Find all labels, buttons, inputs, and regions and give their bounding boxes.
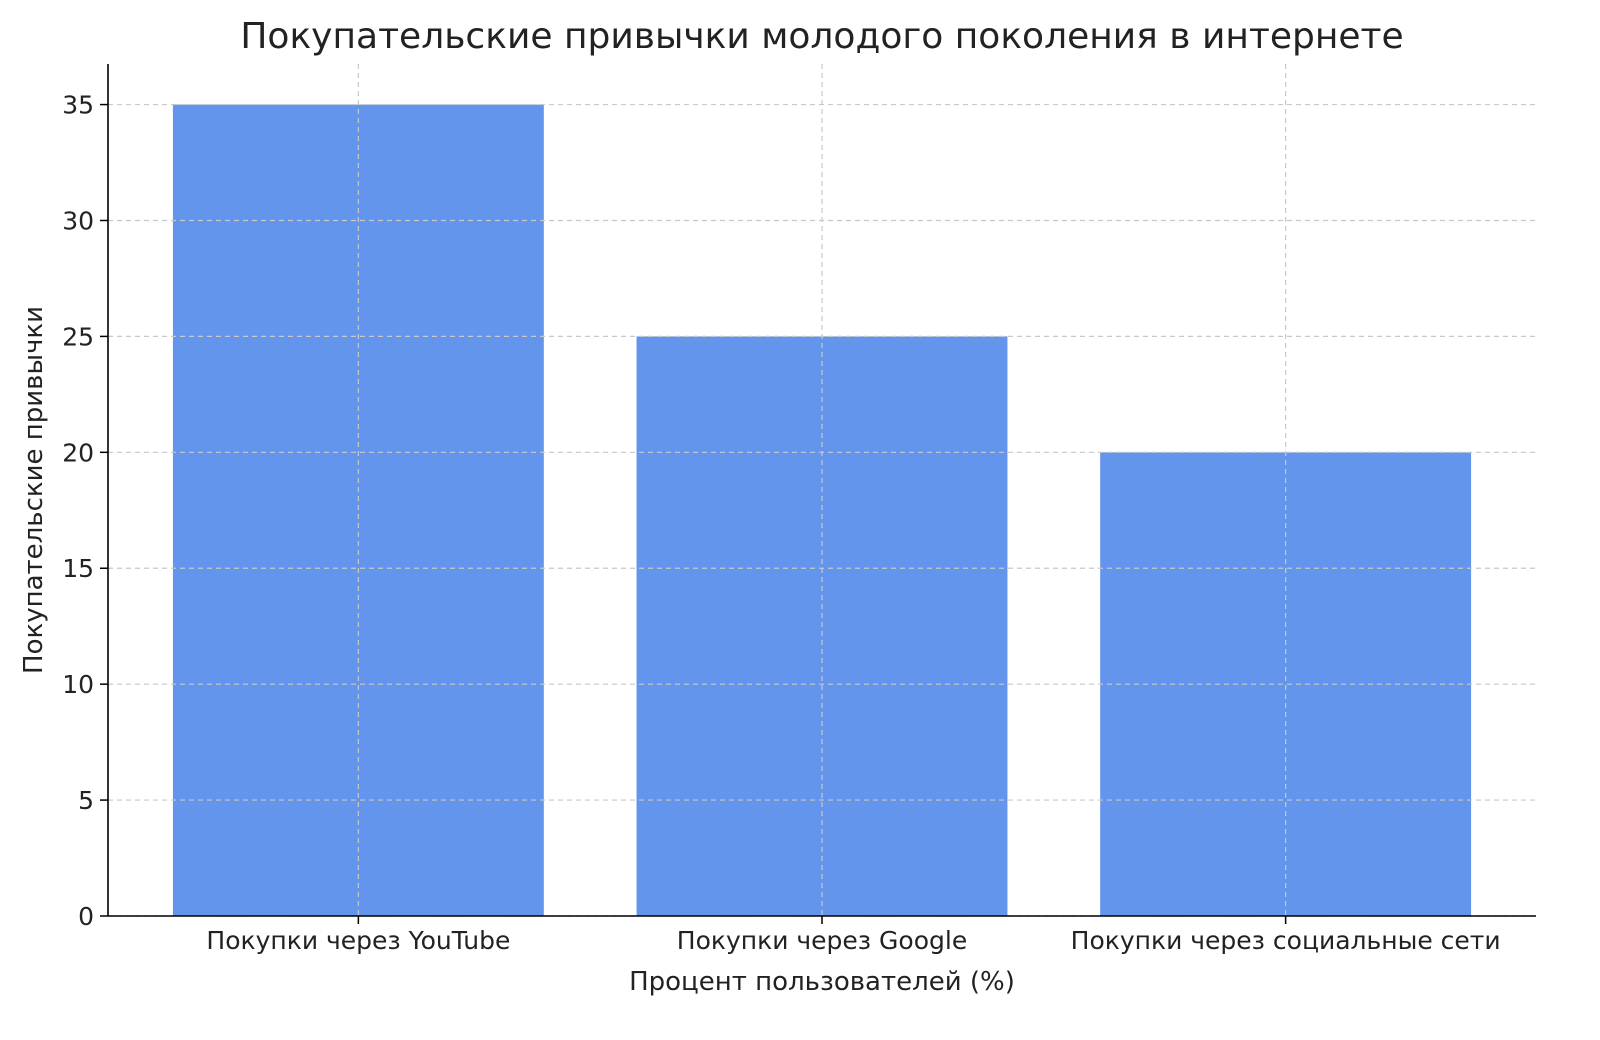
y-tick-label: 25 [62, 322, 94, 351]
y-tick-label: 5 [78, 786, 94, 815]
axes: 0 5 10 15 20 25 30 35 Покупки через YouTube Покуп… [62, 64, 1536, 955]
y-tick-label: 0 [78, 902, 94, 931]
y-tick-label: 15 [62, 554, 94, 583]
y-tick-label: 10 [62, 670, 94, 699]
x-tick-label: Покупки через YouTube [206, 926, 510, 955]
y-axis-label: Покупательские привычки [19, 306, 49, 674]
y-tick-label: 20 [62, 438, 94, 467]
x-tick-label: Покупки через социальные сети [1071, 926, 1501, 955]
x-axis-label: Процент пользователей (%) [629, 967, 1015, 997]
y-tick-label: 30 [62, 206, 94, 235]
y-tick-label: 35 [62, 91, 94, 120]
x-tick-label: Покупки через Google [677, 926, 967, 955]
chart-title: Покупательские привычки молодого поколен… [240, 16, 1403, 57]
